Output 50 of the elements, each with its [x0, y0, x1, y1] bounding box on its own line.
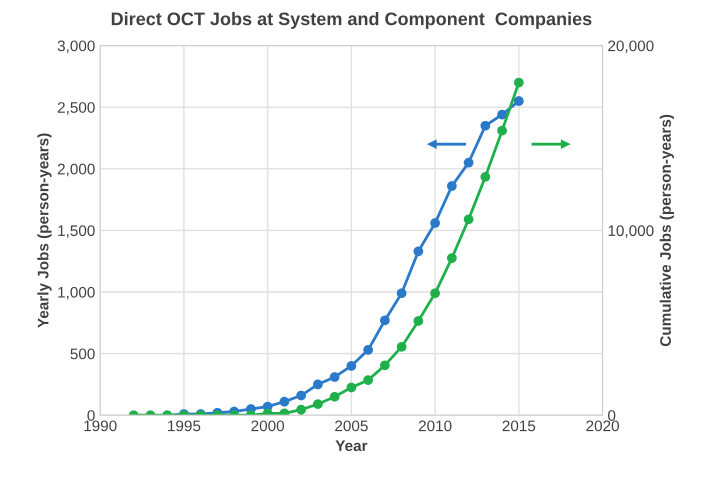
y-tick-label: 3,000	[58, 40, 95, 54]
y2-axis-title: Cumulative Jobs (person-years)	[660, 114, 674, 346]
point	[414, 316, 424, 326]
point	[346, 382, 356, 392]
point	[313, 399, 323, 409]
y-tick-label: 2,500	[58, 102, 95, 115]
x-axis-title: Year	[336, 440, 368, 452]
point	[447, 253, 457, 263]
y-axis-title: Yearly Jobs (person-years)	[37, 134, 52, 328]
point	[430, 288, 440, 298]
chart-title: Direct OCT Jobs at System and Component Companies	[112, 12, 592, 29]
point	[363, 375, 373, 385]
point	[330, 372, 340, 382]
point	[497, 126, 507, 136]
point	[330, 392, 340, 402]
point	[296, 404, 306, 415]
point	[447, 181, 457, 191]
point	[346, 361, 356, 371]
y-tick-label: 1,500	[58, 225, 95, 238]
point	[464, 214, 474, 224]
x-tick-label: 2020	[586, 420, 619, 432]
point	[380, 315, 390, 326]
point	[480, 120, 490, 131]
point	[514, 78, 524, 88]
point	[430, 218, 440, 228]
point	[380, 360, 390, 370]
x-tick-label: 1990	[84, 420, 117, 432]
x-tick-label: 2005	[335, 420, 368, 432]
point	[313, 380, 323, 390]
point	[280, 396, 290, 407]
y-tick-label: 500	[70, 348, 95, 360]
point	[296, 390, 306, 400]
x-tick-label: 2010	[418, 420, 452, 432]
point	[514, 96, 524, 106]
y-tick-label: 2,000	[58, 164, 95, 176]
point	[497, 110, 507, 120]
point	[464, 158, 474, 168]
y2-tick-label: 10,000	[608, 225, 654, 238]
y-tick-label: 0	[87, 410, 95, 421]
point	[363, 345, 373, 355]
point	[396, 288, 406, 298]
point	[414, 246, 424, 256]
y2-tick-label: 20,000	[608, 40, 654, 54]
x-tick-label: 2000	[251, 420, 284, 432]
point	[396, 342, 406, 352]
y2-tick-label: 0	[608, 410, 616, 421]
x-tick-label: 2015	[502, 420, 536, 432]
x-tick-label: 1995	[168, 420, 200, 432]
point	[480, 172, 490, 182]
y-tick-label: 1,000	[58, 286, 95, 300]
